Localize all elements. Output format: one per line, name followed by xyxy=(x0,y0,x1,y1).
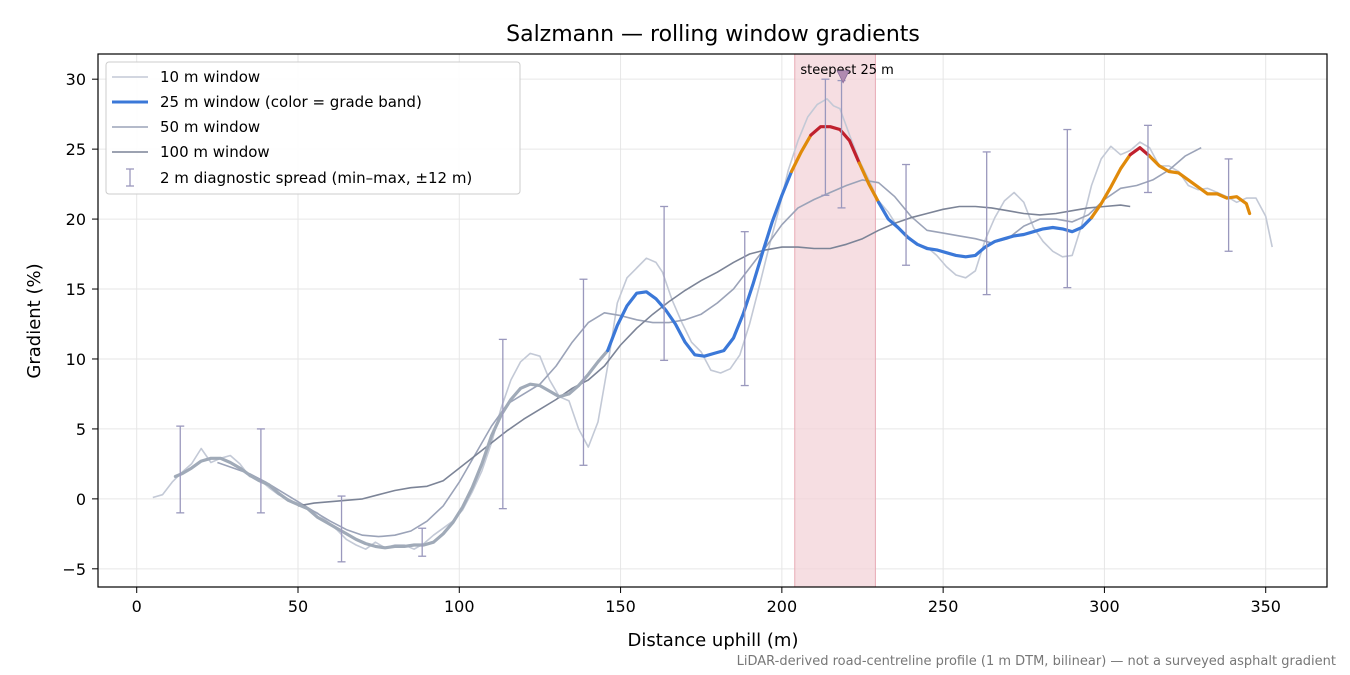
error-bar-7 xyxy=(740,231,749,387)
tick-label-x-100: 100 xyxy=(444,597,475,616)
series-25m-segment-red-2 xyxy=(809,125,861,165)
tick-label-y-0: 0 xyxy=(76,490,86,509)
legend-label-50m: 50 m window xyxy=(160,118,260,136)
series-25m-line-ungraded xyxy=(173,349,610,550)
tick-label-x-0: 0 xyxy=(132,597,142,616)
tick-label-x-350: 350 xyxy=(1250,597,1281,616)
error-bar-1 xyxy=(256,428,265,514)
error-bar-3 xyxy=(418,527,427,557)
series-25m-segment-orange-5 xyxy=(1089,153,1132,220)
tick-label-y-10: 10 xyxy=(66,350,86,369)
series-lines xyxy=(152,98,1273,550)
tick-label-y--5: −5 xyxy=(62,560,86,579)
legend-label-25m: 25 m window (color = grade band) xyxy=(160,93,422,111)
error-bar-6 xyxy=(660,205,669,362)
tick-label-y-30: 30 xyxy=(66,70,86,89)
series-25m-segment-orange-3 xyxy=(857,161,881,204)
series-25m-segment-orange-1 xyxy=(789,133,813,174)
steepest-region xyxy=(794,53,876,588)
error-bar-14 xyxy=(1224,158,1233,252)
error-bars xyxy=(176,78,1233,563)
series-25m-segment-blue-4 xyxy=(877,200,1094,259)
chart-title: Salzmann — rolling window gradients xyxy=(506,22,920,47)
error-bar-0 xyxy=(176,425,185,514)
y-axis-label: Gradient (%) xyxy=(24,263,45,378)
steepest-highlight xyxy=(794,53,876,588)
tick-label-x-150: 150 xyxy=(605,597,636,616)
legend-swatch-errorbar xyxy=(126,168,134,187)
series-25m-segment-red-6 xyxy=(1128,146,1152,158)
legend-label-100m: 100 m window xyxy=(160,143,270,161)
steepest-marker xyxy=(836,70,850,84)
legend-label-errorbar: 2 m diagnostic spread (min–max, ±12 m) xyxy=(160,169,472,187)
plot-frame xyxy=(97,53,1328,588)
axis-ticks: 0 50 100 150 200 250 300 350 −5 0 5 10 15 20 25 30 xyxy=(62,70,1281,616)
legend-box xyxy=(105,61,521,195)
error-bar-11 xyxy=(982,151,991,296)
tick-label-x-250: 250 xyxy=(928,597,959,616)
tick-label-y-20: 20 xyxy=(66,210,86,229)
error-bar-4 xyxy=(498,338,507,510)
tick-label-y-5: 5 xyxy=(76,420,86,439)
footnote: LiDAR-derived road-centreline profile (1… xyxy=(737,654,1336,669)
legend-label-10m: 10 m window xyxy=(160,68,260,86)
tick-label-y-15: 15 xyxy=(66,280,86,299)
series-50m-line xyxy=(217,146,1202,538)
error-bar-5 xyxy=(579,278,588,466)
error-bar-2 xyxy=(337,495,346,563)
tick-label-x-200: 200 xyxy=(767,597,798,616)
error-bar-8 xyxy=(821,78,830,196)
series-25m-segment-blue-0 xyxy=(606,169,794,358)
legend: 10 m window 25 m window (color = grade b… xyxy=(105,61,521,195)
annotations: steepest 25 m xyxy=(800,63,894,84)
tick-label-x-300: 300 xyxy=(1089,597,1120,616)
tick-label-x-50: 50 xyxy=(288,597,308,616)
error-bar-12 xyxy=(1063,128,1072,289)
x-axis-label: Distance uphill (m) xyxy=(628,630,799,651)
series-100m-line xyxy=(297,204,1131,507)
tick-label-y-25: 25 xyxy=(66,140,86,159)
series-25m-segment-orange-7 xyxy=(1148,154,1252,216)
error-bar-10 xyxy=(902,163,911,266)
error-bar-13 xyxy=(1143,124,1152,194)
